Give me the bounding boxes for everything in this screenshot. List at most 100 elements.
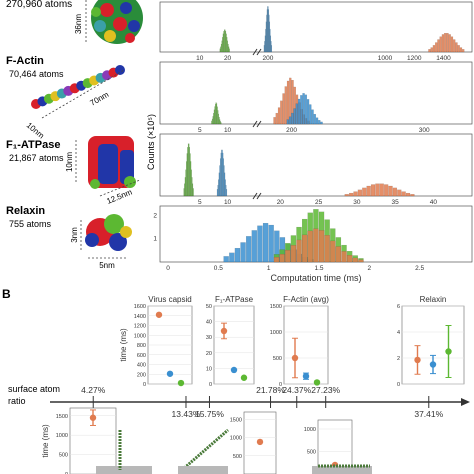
- time-plot-title: F-Actin (avg): [283, 295, 329, 304]
- ratio-label-line2: ratio: [8, 396, 26, 406]
- hist-xtick: 1: [267, 265, 271, 272]
- hist-bar-orange: [457, 45, 460, 53]
- hist-bar-green: [218, 113, 220, 125]
- hist-bar-blue: [320, 121, 323, 125]
- time-plot-title: Virus capsid: [148, 295, 191, 304]
- hist-bar-orange: [453, 39, 456, 53]
- hist-bar-orange: [439, 36, 442, 53]
- hist-bar-green: [188, 143, 190, 197]
- hist-bar-green: [192, 188, 194, 197]
- hist-bar-orange: [286, 80, 290, 125]
- hist-xtick: 1.5: [314, 265, 323, 272]
- hist-bar-blue: [223, 256, 229, 263]
- time-plot-frame: [283, 305, 329, 385]
- ratio-axis-arrow: [461, 398, 470, 406]
- hist-bar-blue: [268, 224, 274, 263]
- time-plot-ytick: 40: [206, 320, 212, 326]
- hist-bar-blue: [222, 152, 224, 197]
- hist-bar-green: [222, 33, 224, 53]
- time-plot-ylabel: time (ms): [119, 328, 128, 362]
- time-plot-ytick: 1400: [134, 314, 146, 320]
- time-point-orange: [155, 311, 163, 318]
- hist-bar-green: [216, 103, 218, 125]
- time-plot-ytick: 0: [279, 382, 282, 388]
- hist-bar-green: [217, 110, 219, 125]
- time-plot-ytick: 800: [137, 343, 146, 349]
- hist-bar-green: [185, 169, 187, 197]
- f-actin-atoms: 70,464 atoms: [9, 69, 64, 79]
- time-plot-ytick: 0: [397, 382, 400, 388]
- time-plot-ytick: 2: [397, 356, 400, 362]
- f1-atpase-image: [88, 136, 136, 189]
- ratio-tick-label-above: 4.27%: [81, 385, 106, 395]
- hist-bar-blue: [306, 99, 310, 125]
- hist-xtick: 10: [224, 199, 232, 206]
- hist-bar-green: [221, 40, 223, 53]
- time-point-green: [313, 379, 321, 386]
- f1-width-label: 12.5nm: [105, 187, 133, 205]
- virus-dim-label: 36nm: [74, 14, 83, 34]
- hist-bar-orange: [324, 235, 330, 263]
- hist-bar-green: [214, 106, 216, 125]
- ratio-tick-label-above: 21.78%: [256, 385, 285, 395]
- time-plot-ytick: 500: [233, 454, 242, 460]
- hist-bar-blue: [311, 109, 314, 125]
- hist-bar-green: [220, 46, 222, 53]
- hist-bar-orange: [285, 249, 291, 263]
- ratio-tick-label-below: 15.75%: [195, 409, 224, 419]
- hist-bar-orange: [313, 228, 319, 263]
- hist-bar-orange: [346, 254, 353, 263]
- hist-bar-blue: [309, 104, 312, 125]
- virus-capsid-image: [91, 0, 143, 44]
- relaxin-atoms: 755 atoms: [9, 219, 52, 229]
- hist-bar-orange: [432, 45, 436, 53]
- time-plot-frame: [317, 419, 353, 474]
- hist-bar-green: [192, 183, 194, 197]
- relaxin-time-plot: Relaxin 0 2 4 6: [397, 295, 465, 388]
- hist-bar-green: [189, 153, 191, 197]
- hist-bar-orange: [370, 184, 376, 197]
- ratio-label-line1: surface atom: [8, 384, 60, 394]
- hist-bar-blue: [304, 94, 307, 125]
- hist-bar-blue: [224, 172, 226, 197]
- hist-bar-orange: [462, 49, 465, 53]
- hist-bar-blue: [217, 184, 219, 197]
- hist-bar-orange: [362, 187, 367, 197]
- hist-frame: [159, 61, 473, 125]
- time-plot-ytick: 1000: [134, 333, 146, 339]
- hist-bar-green: [225, 31, 227, 53]
- virus-atoms-label: 270,960 atoms: [6, 0, 72, 10]
- hist-bar-orange: [353, 191, 358, 197]
- time-point-orange: [291, 354, 299, 362]
- relaxin-name: Relaxin: [6, 205, 45, 217]
- hist-bar-orange: [379, 183, 384, 197]
- hist-frame: [159, 1, 473, 53]
- hist-bar-orange: [290, 245, 297, 263]
- time-plot-ytick: 0: [209, 382, 212, 388]
- time-plot-title: Relaxin: [420, 295, 447, 304]
- hist-bar-blue: [318, 120, 321, 125]
- hist-bar-orange: [277, 107, 281, 125]
- time-plot-ytick: 1000: [270, 330, 282, 336]
- hist-bar-green: [229, 48, 230, 53]
- hist-bar-blue: [223, 158, 224, 197]
- time-plot-ytick: 500: [273, 356, 282, 362]
- bottom-time-plot-2: 500 1000 1500: [230, 411, 277, 474]
- hist-bar-green: [211, 118, 213, 125]
- hist-bar-blue: [229, 252, 235, 263]
- relaxin-histogram: 0 0.5 1 1.5 2 2.5 1 2 Computation time (ms): [153, 205, 473, 283]
- time-plot-ytick: 1200: [134, 324, 146, 330]
- hist-bar-green: [224, 29, 226, 53]
- hist-bar-blue: [226, 189, 228, 197]
- hist-bar-orange: [435, 42, 438, 53]
- hist-bar-green: [227, 43, 229, 53]
- hist-bar-green: [215, 103, 216, 125]
- actin-bead: [115, 65, 125, 75]
- hist-xtick: 0.5: [214, 265, 223, 272]
- hist-xtick: 200: [286, 127, 297, 134]
- hist-bar-green: [220, 43, 222, 53]
- hist-bar-blue: [291, 112, 294, 125]
- hist-bar-orange: [273, 256, 280, 263]
- hist-xtick: 10: [196, 55, 204, 62]
